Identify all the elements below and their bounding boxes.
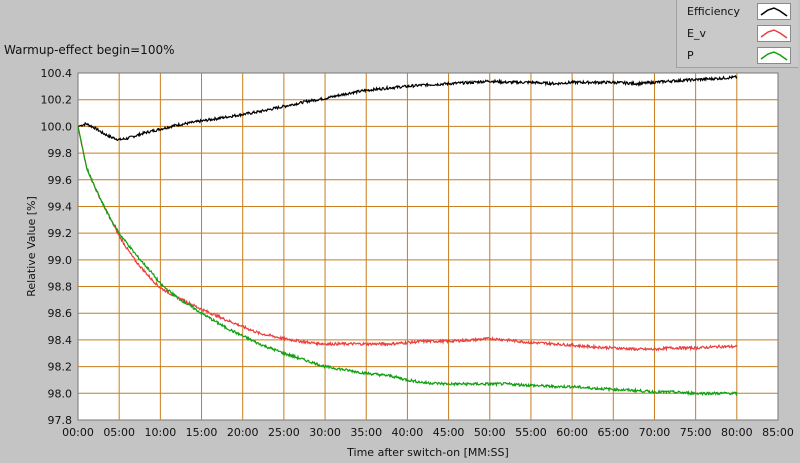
x-axis-label: Time after switch-on [MM:SS] xyxy=(346,446,509,459)
y-tick-label: 98.2 xyxy=(48,361,73,374)
x-tick-label: 55:00 xyxy=(515,426,547,439)
x-tick-label: 80:00 xyxy=(721,426,753,439)
legend-swatch-p xyxy=(757,47,791,64)
x-tick-label: 65:00 xyxy=(597,426,629,439)
x-tick-label: 50:00 xyxy=(474,426,506,439)
y-tick-label: 99.4 xyxy=(48,200,73,213)
plot-area xyxy=(77,72,779,421)
x-tick-label: 45:00 xyxy=(433,426,465,439)
legend-swatch-ev xyxy=(757,25,791,42)
y-tick-label: 99.8 xyxy=(48,147,73,160)
x-tick-label: 85:00 xyxy=(762,426,794,439)
x-tick-label: 60:00 xyxy=(556,426,588,439)
y-tick-label: 99.0 xyxy=(48,254,73,267)
legend-item-efficiency[interactable]: Efficiency xyxy=(677,1,798,23)
y-axis-label: Relative Value [%] xyxy=(25,196,38,297)
series-line-e-v xyxy=(77,126,738,352)
series-line-efficiency xyxy=(77,74,738,142)
grid-lines xyxy=(78,73,778,420)
y-tick-label: 100.4 xyxy=(41,67,73,80)
x-tick-label: 15:00 xyxy=(186,426,218,439)
x-tick-label: 75:00 xyxy=(680,426,712,439)
series-line-p xyxy=(77,126,738,397)
axis-ticks: 00:00 05:00 10:00 15:00 20:00 25:00 30:00 35:00… xyxy=(41,67,794,439)
legend-label-efficiency: Efficiency xyxy=(687,5,740,18)
legend-label-ev: E_v xyxy=(687,27,706,40)
y-tick-label: 100.0 xyxy=(41,120,73,133)
x-tick-label: 00:00 xyxy=(62,426,94,439)
x-tick-label: 20:00 xyxy=(227,426,259,439)
y-tick-label: 98.0 xyxy=(48,387,73,400)
y-tick-label: 99.2 xyxy=(48,227,73,240)
chart-title: Warmup-effect begin=100% xyxy=(4,43,175,57)
x-tick-label: 10:00 xyxy=(145,426,177,439)
y-tick-label: 98.4 xyxy=(48,334,73,347)
legend-label-p: P xyxy=(687,49,694,62)
series-layer xyxy=(77,74,738,397)
x-tick-label: 35:00 xyxy=(350,426,382,439)
y-tick-label: 98.6 xyxy=(48,307,73,320)
x-tick-label: 40:00 xyxy=(392,426,424,439)
x-tick-label: 30:00 xyxy=(309,426,341,439)
y-tick-label: 97.8 xyxy=(48,414,73,427)
legend: Efficiency E_v P xyxy=(676,0,798,68)
legend-item-ev[interactable]: E_v xyxy=(677,23,798,45)
y-tick-label: 98.8 xyxy=(48,281,73,294)
x-tick-label: 25:00 xyxy=(268,426,300,439)
legend-item-p[interactable]: P xyxy=(677,45,798,67)
legend-swatch-efficiency xyxy=(757,3,791,20)
y-tick-label: 100.2 xyxy=(41,94,73,107)
y-tick-label: 99.6 xyxy=(48,174,73,187)
x-tick-label: 70:00 xyxy=(639,426,671,439)
x-tick-label: 05:00 xyxy=(103,426,135,439)
